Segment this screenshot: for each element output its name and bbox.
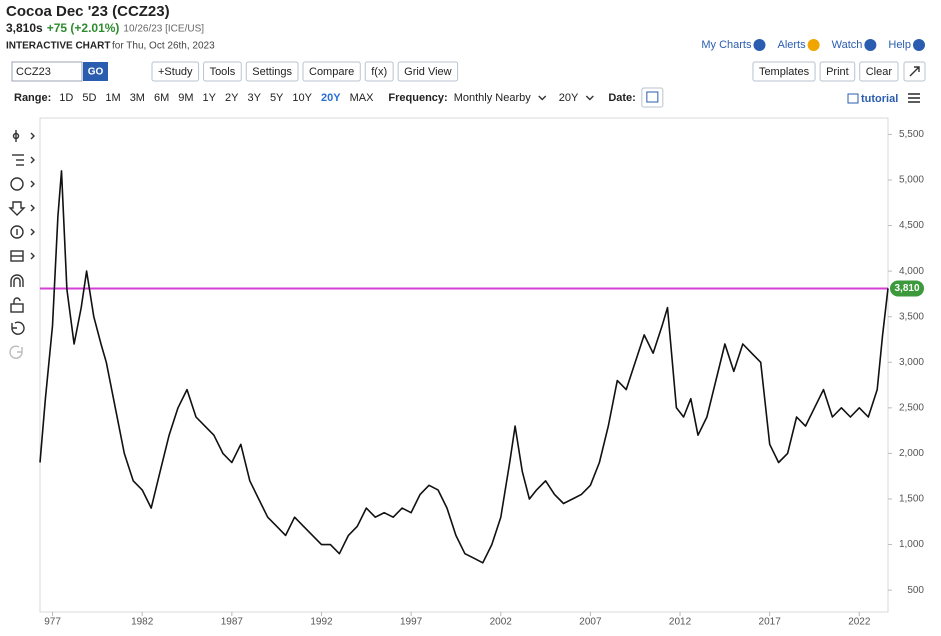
range-option[interactable]: 3M <box>130 92 145 104</box>
expand-icon <box>909 66 920 77</box>
range-option[interactable]: MAX <box>350 92 375 104</box>
y-tick-label: 1,000 <box>899 539 924 550</box>
button-label: Tools <box>210 66 236 78</box>
date-label: Date: <box>608 92 636 104</box>
button[interactable] <box>364 61 394 82</box>
x-tick-label: 2007 <box>579 617 602 628</box>
range-option[interactable]: 5Y <box>270 92 284 104</box>
y-tick-label: 4,000 <box>899 266 924 277</box>
chart-label: INTERACTIVE CHART <box>6 41 110 52</box>
frequency[interactable]: Monthly Nearby <box>454 92 532 104</box>
last-price-badge <box>890 280 924 297</box>
side-tools <box>8 130 35 359</box>
y-tick-label: 5,500 <box>899 129 924 140</box>
y-tick-label: 1,500 <box>899 494 924 505</box>
y-tick-label: 4,500 <box>899 220 924 231</box>
button-label: Clear <box>866 66 893 78</box>
button[interactable] <box>819 61 856 82</box>
y-tick-label: 3,500 <box>899 311 924 322</box>
dropdown-arrow <box>538 95 547 101</box>
y-tick-label: 5,000 <box>899 175 924 186</box>
price: 3,810s <box>6 21 43 35</box>
x-tick-label: 977 <box>44 617 61 628</box>
button[interactable] <box>752 61 816 82</box>
go-button[interactable] <box>83 62 108 81</box>
symbol: CCZ23 <box>16 66 51 78</box>
y-tick-label: 3,000 <box>899 357 924 368</box>
x-tick-label: 1987 <box>221 617 244 628</box>
y-tick-label: 2,000 <box>899 448 924 459</box>
button[interactable] <box>397 61 459 82</box>
last-price-label: 3,810 <box>894 283 919 294</box>
x-tick-label: 1997 <box>400 617 423 628</box>
change: +75 (+2.01%) <box>47 21 120 35</box>
range-option[interactable]: 3Y <box>247 92 261 104</box>
link-icon <box>864 39 877 51</box>
go-label: GO <box>88 67 104 78</box>
period[interactable]: 20Y <box>559 92 579 104</box>
tutorial[interactable]: tutorial <box>861 93 898 105</box>
x-tick-label: 2002 <box>490 617 513 628</box>
button[interactable] <box>302 61 361 82</box>
button-label: Settings <box>252 66 292 78</box>
button[interactable] <box>859 61 899 82</box>
range-option[interactable]: 10Y <box>292 92 312 104</box>
calendar-icon <box>646 91 659 103</box>
x-tick-label: 1982 <box>131 617 154 628</box>
range-option[interactable]: 1D <box>59 92 73 104</box>
button-label: Print <box>826 66 849 78</box>
symbol-input[interactable] <box>11 61 83 82</box>
button-label: Compare <box>309 66 354 78</box>
button-label: +Study <box>158 66 193 78</box>
button[interactable] <box>245 61 299 82</box>
range-option[interactable]: 6M <box>154 92 169 104</box>
x-tick-label: 2012 <box>669 617 692 628</box>
title: Cocoa Dec '23 (CCZ23) <box>6 3 170 20</box>
button[interactable] <box>203 61 242 82</box>
button-label: Templates <box>759 66 810 78</box>
price-line <box>39 170 889 564</box>
button[interactable] <box>151 61 200 82</box>
chart-date: for Thu, Oct 26th, 2023 <box>112 41 215 52</box>
top-link[interactable]: Help <box>888 39 911 51</box>
date-picker[interactable] <box>641 87 664 108</box>
x-tick-label: 1992 <box>310 617 333 628</box>
range-option[interactable]: 9M <box>178 92 193 104</box>
top-link[interactable]: Watch <box>832 39 863 51</box>
dropdown-arrow <box>585 95 594 101</box>
link-icon <box>753 39 766 51</box>
tutorial-icon <box>847 93 859 104</box>
range-option[interactable]: 5D <box>82 92 96 104</box>
button-label: f(x) <box>371 66 387 78</box>
frequency-label: Frequency: <box>388 92 447 104</box>
top-link[interactable]: My Charts <box>701 39 752 51</box>
button-label: Grid View <box>404 66 452 78</box>
range-option[interactable]: 1M <box>105 92 120 104</box>
plot-frame <box>39 117 889 613</box>
range-option[interactable]: 1Y <box>203 92 217 104</box>
meta: 10/26/23 [ICE/US] <box>123 24 204 35</box>
x-tick-label: 2017 <box>759 617 782 628</box>
y-tick-label: 500 <box>907 585 924 596</box>
top-link[interactable]: Alerts <box>777 39 806 51</box>
link-icon <box>807 39 820 51</box>
range-option[interactable]: 2Y <box>225 92 239 104</box>
range-option[interactable]: 20Y <box>321 92 341 104</box>
range-label: Range: <box>14 92 51 104</box>
y-tick-label: 2,500 <box>899 402 924 413</box>
x-tick-label: 2022 <box>848 617 871 628</box>
link-icon <box>913 39 925 51</box>
